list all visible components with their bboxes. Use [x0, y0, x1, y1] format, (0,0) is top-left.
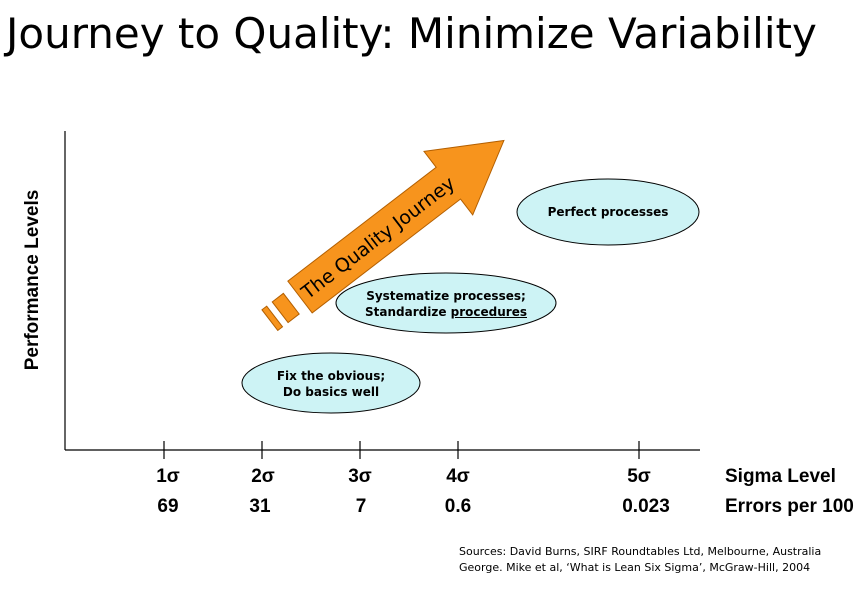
stage-ellipse-fix: [241, 352, 421, 414]
stage-fix-line1: Fix the obvious;: [276, 369, 386, 383]
page-title: Journey to Quality: Minimize Variability: [6, 9, 817, 58]
stage-label-perfect: Perfect processes: [548, 204, 669, 220]
stage-perfect-line1: Perfect processes: [547, 205, 669, 219]
tick-label-errors: 0.6: [444, 496, 472, 517]
arrow-dash-small: [261, 305, 284, 332]
arrow-dash-medium: [271, 292, 300, 324]
stage-ellipse-systematize: [335, 272, 557, 334]
stage-label-systematize: Systematize processes; Standardize proce…: [365, 288, 527, 320]
tick-label-errors: 31: [249, 496, 271, 517]
tick-label-errors: 0.023: [622, 496, 670, 517]
stage-systematize-line2-plain: Standardize: [365, 305, 451, 319]
tick-label-errors: 7: [355, 496, 367, 517]
tick-label-sigma: 5σ: [627, 466, 651, 487]
stage-systematize-line2-underlined: procedures: [450, 305, 527, 319]
source-line-1: Sources: David Burns, SIRF Roundtables L…: [459, 545, 822, 558]
tick-label-errors: 69: [157, 496, 179, 517]
source-line-2: George. Mike et al, ‘What is Lean Six Si…: [459, 561, 811, 574]
sources-note: Sources: David Burns, SIRF Roundtables L…: [459, 544, 821, 576]
stage-fix-line2: Do basics well: [282, 385, 380, 399]
stage-label-fix: Fix the obvious; Do basics well: [277, 368, 385, 400]
stage-ellipse-perfect: [516, 178, 700, 246]
tick-label-sigma: 1σ: [156, 466, 180, 487]
tick-label-sigma: 3σ: [348, 466, 372, 487]
tick-label-sigma: 2σ: [251, 466, 275, 487]
x-axis-name-sigma: Sigma Level: [725, 466, 836, 487]
x-axis-name-errors: Errors per 100: [725, 496, 854, 517]
stage-systematize-line1: Systematize processes;: [366, 289, 526, 303]
tick-label-sigma: 4σ: [446, 466, 470, 487]
arrow-body: [287, 139, 505, 314]
stage-systematize-line2: Standardize procedures: [365, 304, 527, 320]
